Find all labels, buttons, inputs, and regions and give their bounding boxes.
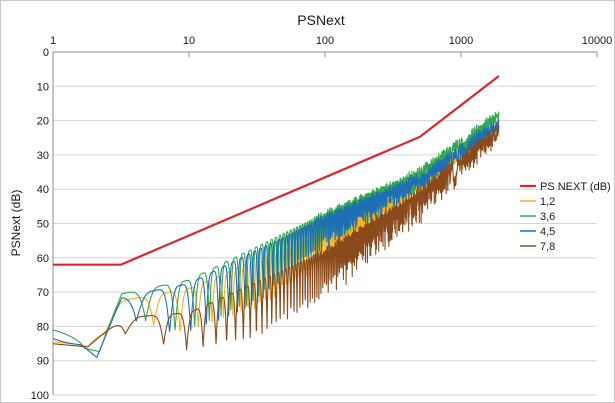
gridlines (53, 85, 597, 396)
legend-label-4-5: 4,5 (540, 226, 555, 238)
series-lines (52, 75, 500, 358)
series-line-ps-next-db (53, 75, 500, 266)
y-tick-label-70: 70 (37, 287, 49, 299)
x-tick-label-1: 1 (50, 35, 56, 47)
y-tick-label-0: 0 (43, 47, 49, 59)
x-tick-label-10000: 10000 (582, 35, 613, 47)
y-tick-label-40: 40 (37, 184, 49, 196)
chart-title: PSNext (297, 12, 345, 28)
y-tick-label-100: 100 (31, 390, 49, 402)
legend: PS NEXT (dB) 1,2 3,6 4,5 7,8 (520, 181, 611, 253)
y-tick-label-60: 60 (37, 253, 49, 265)
series-line-7-8 (52, 123, 500, 351)
x-tick-label-10: 10 (183, 35, 195, 47)
legend-label-7-8: 7,8 (540, 241, 555, 253)
y-tick-label-50: 50 (37, 219, 49, 231)
series-line-4-5 (52, 119, 500, 358)
y-tick-label-90: 90 (37, 356, 49, 368)
legend-label-ps-next-db: PS NEXT (dB) (540, 181, 611, 193)
y-tick-label-80: 80 (37, 321, 49, 333)
x-tick-label-100: 100 (316, 35, 334, 47)
y-axis-label: PSNext (dB) (9, 190, 23, 257)
y-tick-label-20: 20 (37, 116, 49, 128)
legend-label-3-6: 3,6 (540, 211, 555, 223)
x-tick-label-1000: 1000 (449, 35, 473, 47)
y-tick-label-10: 10 (37, 81, 49, 93)
y-tick-label-30: 30 (37, 150, 49, 162)
legend-label-1-2: 1,2 (540, 196, 555, 208)
